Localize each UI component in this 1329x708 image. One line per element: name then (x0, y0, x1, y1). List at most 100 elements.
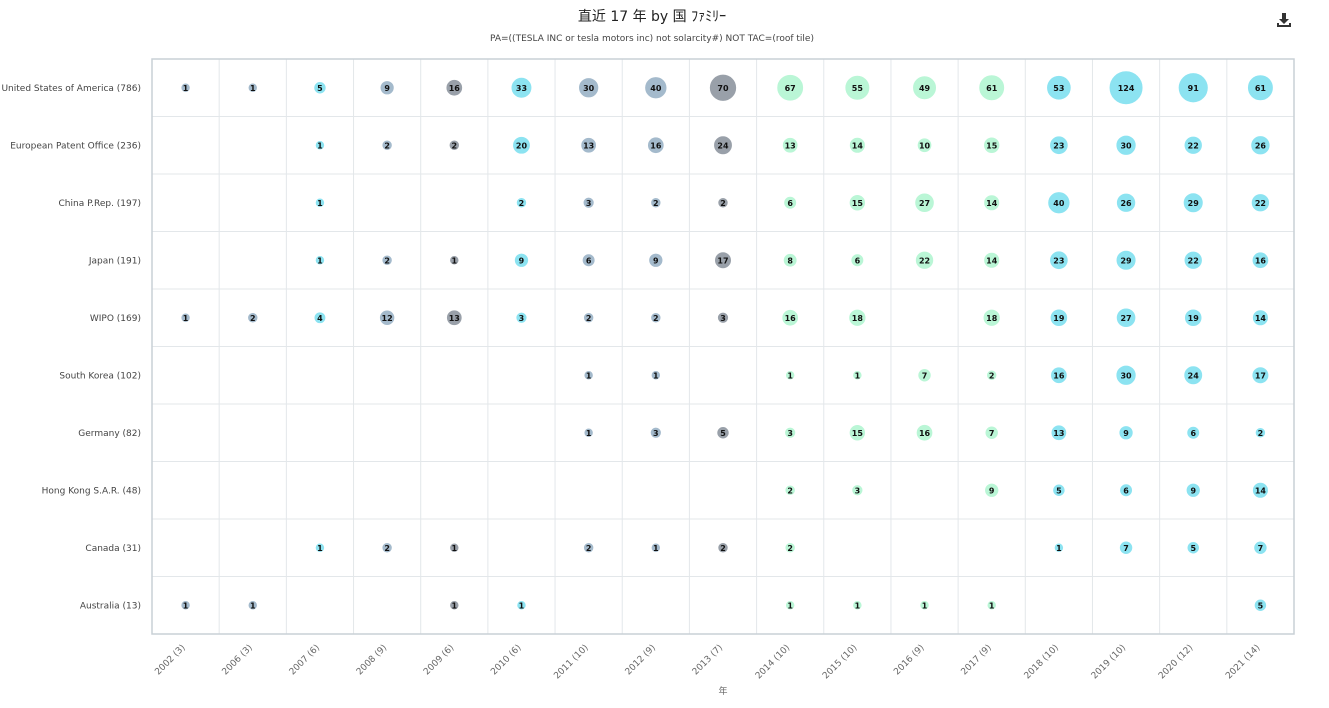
bubble-value-label: 3 (519, 314, 525, 323)
bubble-value-label: 1 (250, 601, 256, 610)
bubble-value-label: 17 (1255, 371, 1266, 380)
column-label: 2015 (10) (821, 643, 859, 681)
bubble-value-label: 9 (989, 486, 995, 495)
bubble-value-label: 1 (586, 429, 592, 438)
bubble-value-label: 1 (183, 84, 189, 93)
bubble-value-label: 1 (855, 601, 861, 610)
bubble-value-label: 1 (1056, 544, 1062, 553)
bubble-value-label: 1 (452, 256, 458, 265)
bubble-value-label: 14 (986, 199, 998, 208)
bubble-value-label: 30 (1120, 371, 1132, 380)
bubble-value-label: 26 (1255, 141, 1267, 150)
bubble-value-label: 3 (855, 486, 861, 495)
bubble-value-label: 7 (922, 371, 928, 380)
bubble-value-label: 7 (1123, 544, 1129, 553)
bubble-value-label: 2 (720, 199, 726, 208)
bubble-value-label: 2 (586, 314, 592, 323)
bubble-value-label: 49 (919, 84, 931, 93)
bubble-value-label: 61 (986, 84, 998, 93)
bubble-value-label: 3 (653, 429, 659, 438)
bubble-value-label: 3 (787, 429, 793, 438)
bubble-value-label: 22 (1188, 256, 1199, 265)
column-label: 2011 (10) (552, 643, 590, 681)
bubble-value-label: 2 (384, 141, 390, 150)
bubble-value-label: 1 (653, 544, 659, 553)
bubble-value-label: 22 (1255, 199, 1266, 208)
bubble-value-label: 1 (855, 371, 861, 380)
bubble-value-label: 9 (653, 256, 659, 265)
row-label: Germany (82) (78, 429, 141, 439)
column-label: 2010 (6) (489, 643, 523, 677)
bubble-value-label: 20 (516, 141, 528, 150)
bubble-value-label: 2 (1258, 429, 1264, 438)
bubble-value-label: 1 (452, 544, 458, 553)
bubble-value-label: 2 (653, 199, 659, 208)
bubble-value-label: 55 (852, 84, 864, 93)
bubble-value-label: 16 (785, 314, 797, 323)
bubble-value-label: 30 (583, 84, 595, 93)
bubble-value-label: 6 (787, 199, 793, 208)
bubble-value-label: 14 (1255, 486, 1267, 495)
bubble-value-label: 16 (919, 429, 931, 438)
bubble-value-label: 13 (449, 314, 460, 323)
bubble-value-label: 6 (586, 256, 592, 265)
column-label: 2006 (3) (221, 643, 255, 677)
bubble-value-label: 24 (717, 141, 729, 150)
bubble-value-label: 1 (989, 601, 995, 610)
bubble-value-label: 6 (1123, 486, 1129, 495)
bubble-value-label: 1 (452, 601, 458, 610)
bubble-value-label: 9 (519, 256, 525, 265)
bubble-value-label: 30 (1120, 141, 1132, 150)
bubble-value-label: 1 (317, 544, 323, 553)
bubble-value-label: 5 (1258, 601, 1264, 610)
bubble-value-label: 22 (919, 256, 930, 265)
bubble-value-label: 33 (516, 84, 527, 93)
bubble-value-label: 1 (317, 141, 323, 150)
bubble-value-label: 2 (989, 371, 995, 380)
bubble-value-label: 70 (717, 84, 729, 93)
bubble-value-label: 2 (384, 544, 390, 553)
column-label: 2008 (9) (355, 643, 389, 677)
bubble-value-label: 29 (1188, 199, 1200, 208)
bubble-value-label: 5 (720, 429, 726, 438)
bubble-value-label: 1 (586, 371, 592, 380)
bubble-value-label: 18 (986, 314, 998, 323)
row-label: Japan (191) (88, 256, 141, 266)
bubble-value-label: 24 (1188, 371, 1200, 380)
bubble-value-label: 16 (650, 141, 662, 150)
bubble-value-label: 1 (317, 256, 323, 265)
bubble-value-label: 2 (250, 314, 256, 323)
bubble-value-label: 17 (717, 256, 728, 265)
bubble-value-label: 5 (1190, 544, 1196, 553)
column-label: 2016 (9) (892, 643, 926, 677)
bubble-value-label: 15 (986, 141, 998, 150)
bubble-value-label: 6 (1190, 429, 1196, 438)
column-label: 2014 (10) (754, 643, 792, 681)
bubble-value-label: 16 (1255, 256, 1267, 265)
bubble-value-label: 61 (1255, 84, 1267, 93)
bubble-value-label: 1 (787, 601, 793, 610)
bubble-value-label: 13 (785, 141, 796, 150)
bubble-value-label: 14 (1255, 314, 1267, 323)
bubble-value-label: 2 (586, 544, 592, 553)
bubble-value-label: 9 (1123, 429, 1129, 438)
bubble-value-label: 1 (317, 199, 323, 208)
bubble-value-label: 2 (452, 141, 458, 150)
bubble-value-label: 4 (317, 314, 323, 323)
bubble-value-label: 8 (787, 256, 793, 265)
bubble-value-label: 3 (720, 314, 726, 323)
bubble-value-label: 12 (382, 314, 393, 323)
bubble-value-label: 6 (855, 256, 861, 265)
bubble-value-label: 2 (787, 486, 793, 495)
bubble-value-label: 1 (922, 601, 928, 610)
bubble-value-label: 3 (586, 199, 592, 208)
bubble-value-label: 29 (1120, 256, 1132, 265)
row-label: WIPO (169) (90, 314, 141, 324)
bubble-value-label: 1 (250, 84, 256, 93)
row-label: Australia (13) (80, 601, 141, 611)
bubble-value-label: 40 (1053, 199, 1065, 208)
column-label: 2013 (7) (691, 643, 725, 677)
column-label: 2018 (10) (1023, 643, 1061, 681)
bubble-value-label: 5 (1056, 486, 1062, 495)
